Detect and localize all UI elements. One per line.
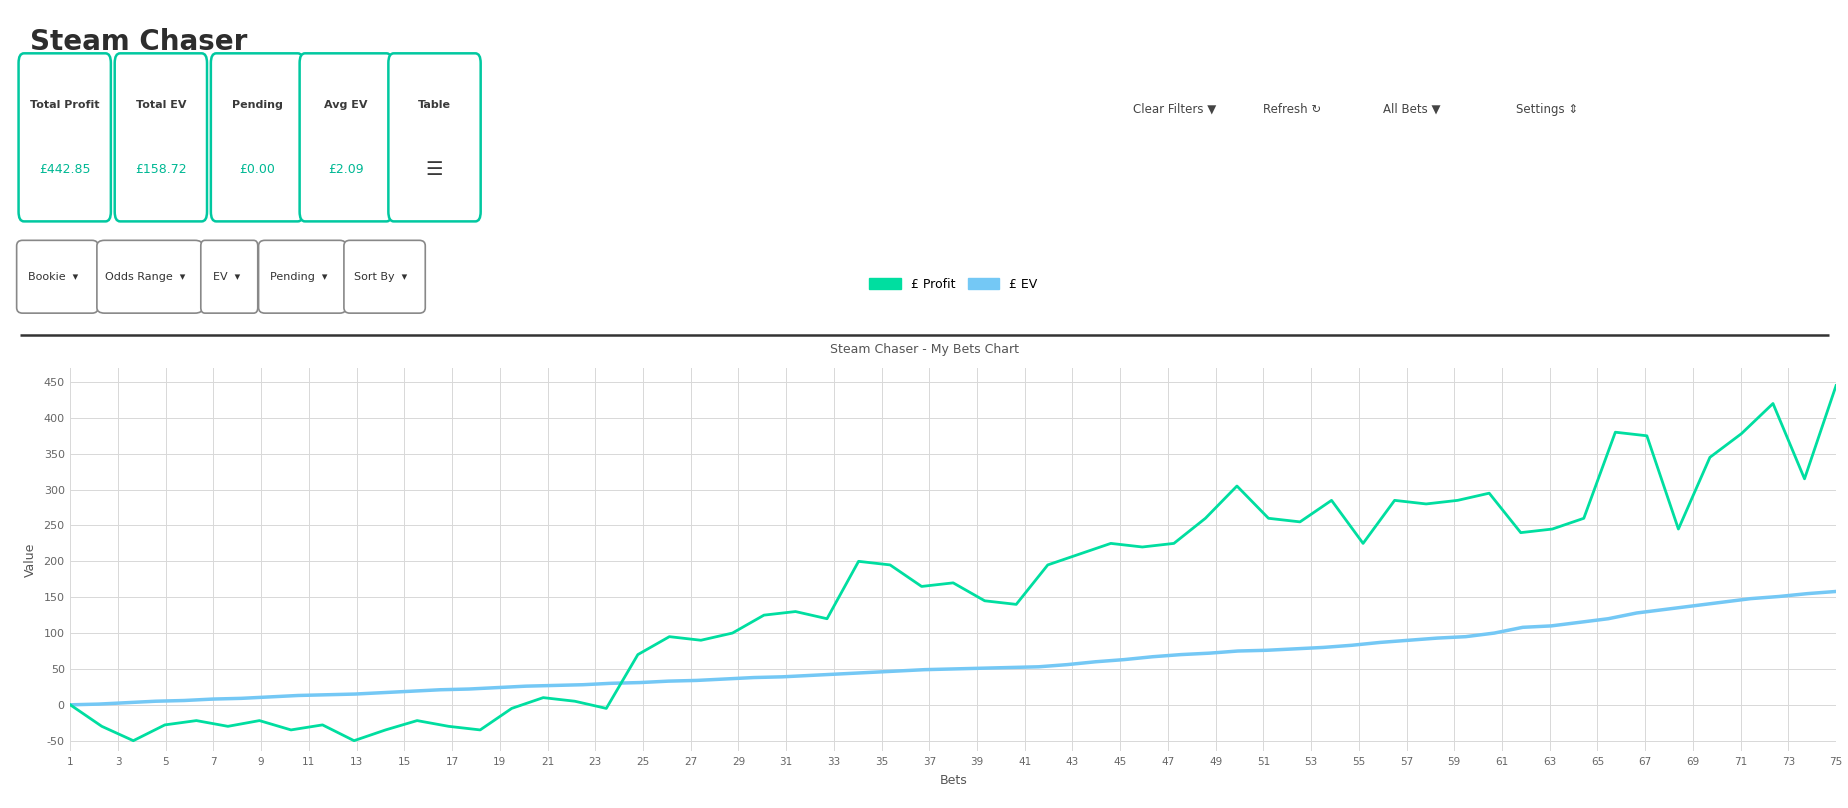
FancyBboxPatch shape (96, 240, 203, 314)
Text: Bookie  ▾: Bookie ▾ (28, 271, 79, 282)
FancyBboxPatch shape (211, 53, 303, 221)
Legend: £ Profit, £ EV: £ Profit, £ EV (869, 278, 1037, 291)
FancyBboxPatch shape (388, 53, 480, 221)
Text: £158.72: £158.72 (135, 163, 187, 176)
Text: Pending  ▾: Pending ▾ (270, 271, 327, 282)
Text: £442.85: £442.85 (39, 163, 91, 176)
Text: Steam Chaser: Steam Chaser (30, 28, 248, 57)
FancyBboxPatch shape (201, 240, 257, 314)
Text: EV  ▾: EV ▾ (213, 271, 240, 282)
Text: All Bets ▼: All Bets ▼ (1382, 103, 1440, 116)
FancyBboxPatch shape (259, 240, 346, 314)
Text: Pending: Pending (231, 100, 283, 110)
Text: Total Profit: Total Profit (30, 100, 100, 110)
Text: Settings ⇕: Settings ⇕ (1515, 103, 1578, 116)
Text: £0.00: £0.00 (238, 163, 275, 176)
Text: ☰: ☰ (425, 160, 444, 179)
Text: £2.09: £2.09 (327, 163, 364, 176)
X-axis label: Bets: Bets (939, 774, 967, 787)
FancyBboxPatch shape (344, 240, 425, 314)
FancyBboxPatch shape (299, 53, 392, 221)
Text: Steam Chaser - My Bets Chart: Steam Chaser - My Bets Chart (830, 343, 1018, 356)
Text: Sort By  ▾: Sort By ▾ (355, 271, 407, 282)
FancyBboxPatch shape (115, 53, 207, 221)
FancyBboxPatch shape (18, 53, 111, 221)
Text: Avg EV: Avg EV (323, 100, 368, 110)
Text: Refresh ↻: Refresh ↻ (1262, 103, 1321, 116)
Text: Total EV: Total EV (135, 100, 187, 110)
Text: Clear Filters ▼: Clear Filters ▼ (1133, 103, 1216, 116)
Text: Odds Range  ▾: Odds Range ▾ (105, 271, 185, 282)
Y-axis label: Value: Value (24, 542, 37, 577)
Text: Table: Table (418, 100, 451, 110)
FancyBboxPatch shape (17, 240, 98, 314)
